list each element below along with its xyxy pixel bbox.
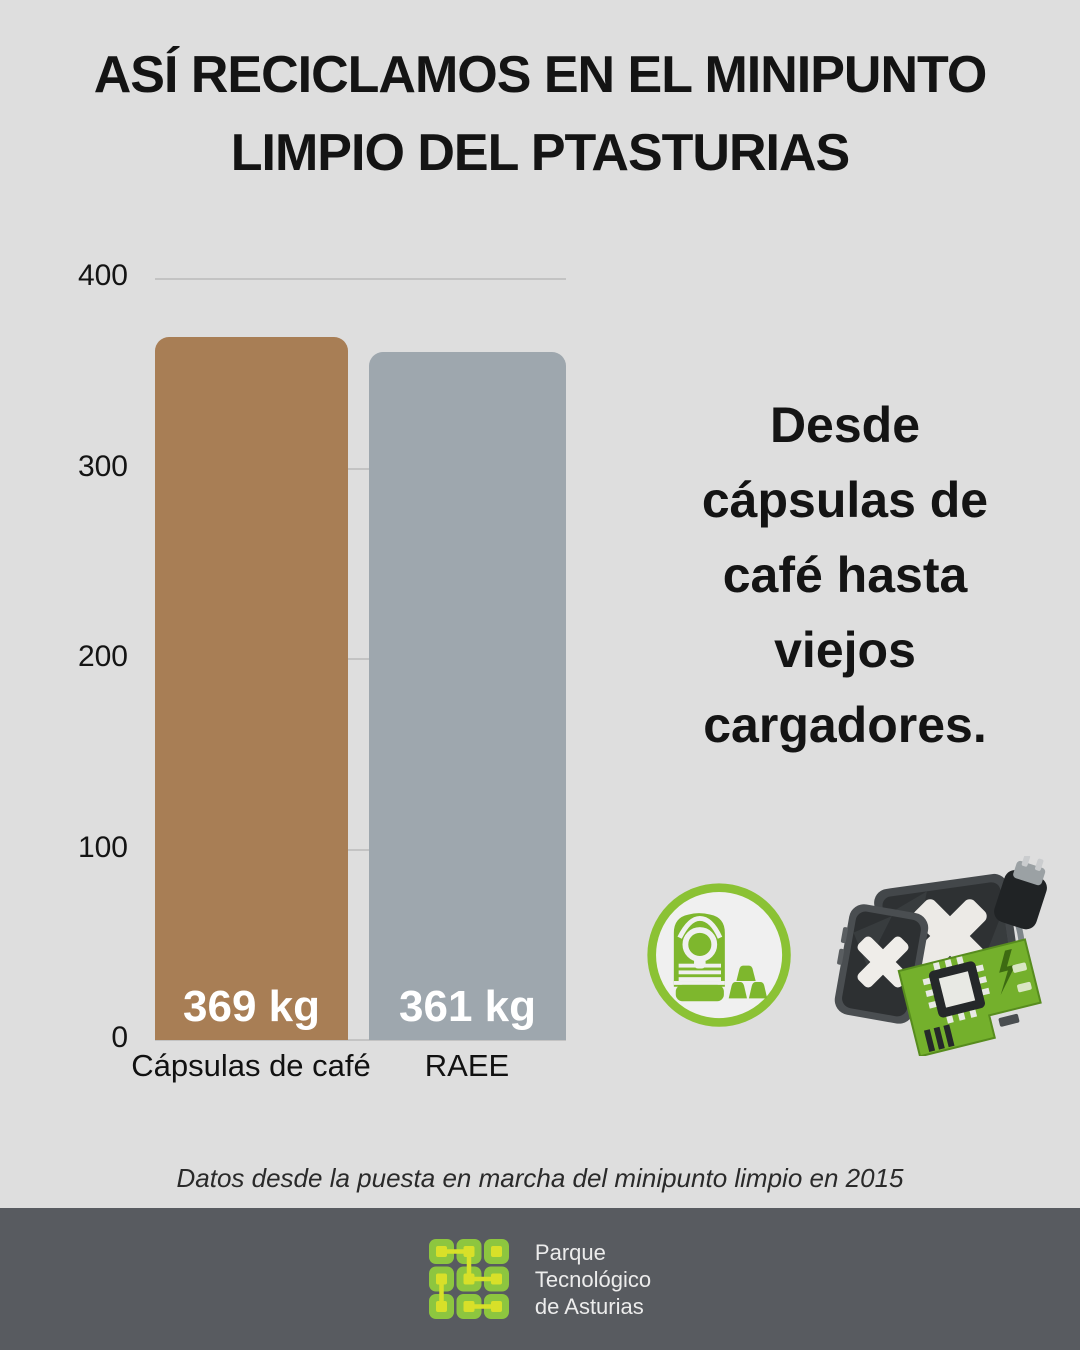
gridline bbox=[155, 1039, 566, 1041]
coffee-machine-icon bbox=[673, 913, 725, 1002]
lightning-bolt-icon bbox=[999, 948, 1016, 996]
gridline bbox=[155, 658, 566, 660]
footer-bar: Parque Tecnológico de Asturias bbox=[0, 1208, 1080, 1350]
org-name-line: de Asturias bbox=[534, 1293, 644, 1319]
org-name-line: Parque bbox=[534, 1239, 606, 1265]
callout-text: Desde cápsulas de café hasta viejos carg… bbox=[625, 388, 1065, 763]
y-tick-label: 400 bbox=[77, 259, 128, 292]
x-mark-icon bbox=[857, 936, 909, 988]
callout-line: Desde bbox=[769, 397, 921, 453]
circuit-board-icon bbox=[897, 938, 1042, 1056]
coffee-capsule-machine-icon bbox=[647, 883, 791, 1027]
charger-plug-icon bbox=[994, 856, 1047, 930]
callout-line: viejos bbox=[774, 622, 916, 678]
page-title: ASÍ RECICLAMOS EN EL MINIPUNTO LIMPIO DE… bbox=[0, 36, 1080, 192]
category-label-capsulas: Cápsulas de café bbox=[131, 1048, 371, 1083]
y-tick-label: 100 bbox=[77, 831, 128, 864]
ewaste-illustration bbox=[834, 856, 1047, 1056]
y-tick-label: 0 bbox=[111, 1021, 128, 1054]
gridline bbox=[155, 278, 566, 280]
org-name-line: Tecnológico bbox=[534, 1266, 652, 1292]
callout-line: cápsulas de bbox=[701, 472, 989, 528]
category-label-raee: RAEE bbox=[424, 1048, 510, 1083]
footnote: Datos desde la puesta en marcha del mini… bbox=[176, 1163, 904, 1193]
y-axis: 400 300 200 100 0 bbox=[0, 259, 132, 1054]
y-tick-label: 300 bbox=[77, 450, 128, 483]
page-title-line-2: LIMPIO DEL PTASTURIAS bbox=[230, 124, 850, 182]
bar-value-label: 369 kg bbox=[183, 982, 320, 1031]
org-name: Parque Tecnológico de Asturias bbox=[535, 1239, 651, 1320]
plot-area: 369 kg 361 kg bbox=[155, 278, 566, 1041]
bar-raee: 361 kg bbox=[369, 352, 566, 1040]
page-title-line-1: ASÍ RECICLAMOS EN EL MINIPUNTO bbox=[93, 46, 988, 104]
bar-value-label: 361 kg bbox=[399, 982, 536, 1031]
coffee-capsule-icon bbox=[728, 965, 768, 999]
bar-capsulas-cafe: 369 kg bbox=[155, 337, 348, 1040]
gridline bbox=[155, 468, 566, 470]
callout-line: café hasta bbox=[722, 547, 968, 603]
y-tick-label: 200 bbox=[77, 640, 128, 673]
callout-line: cargadores. bbox=[703, 697, 987, 753]
gridline bbox=[155, 849, 566, 851]
parque-tecnologico-logo-icon bbox=[428, 1239, 509, 1319]
